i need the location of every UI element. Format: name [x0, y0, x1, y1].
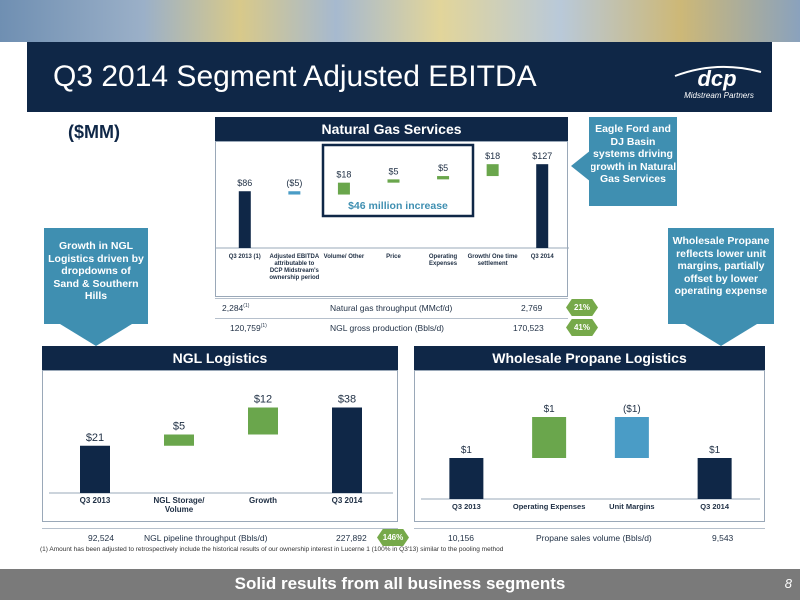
footer-bar: Solid results from all business segments…	[0, 569, 800, 600]
chart-bar	[486, 164, 499, 177]
ngl-production-before: 120,759(1)	[230, 323, 267, 333]
page-title: Q3 2014 Segment Adjusted EBITDA	[53, 60, 537, 93]
dcp-logo: dcp Midstream Partners	[674, 65, 762, 100]
category-label: Volume/ Other	[324, 254, 365, 260]
category-label: Q3 2013	[452, 502, 481, 511]
chart-bar	[536, 164, 549, 248]
ng-throughput-change-badge: 21%	[566, 299, 598, 316]
data-label: $5	[388, 166, 398, 176]
ngl-production-change-badge: 41%	[566, 319, 598, 336]
ngl-throughput-change-badge: 146%	[377, 529, 409, 546]
ngl-production-after: 170,523	[513, 323, 544, 333]
natural-gas-chart-panel: $86 Q3 2013 (1) ($5) Adjusted EBITDA attribu…	[215, 141, 571, 297]
ngl-chart-panel: $21 Q3 2013 $5 NGL Storage/Volume $12 Growth $…	[42, 370, 398, 522]
chart-bar	[449, 458, 484, 499]
logo-text: dcp	[697, 66, 736, 91]
propane-volume-after: 9,543	[712, 533, 734, 543]
chart-bar	[332, 407, 362, 493]
category-label: Growth/ One time settlement	[468, 254, 519, 267]
header-photo-strip	[0, 0, 800, 42]
chart-bar	[697, 458, 732, 499]
eagle-ford-callout-arrow	[571, 150, 591, 182]
chart-bar	[238, 191, 251, 248]
propane-volume-label: Propane sales volume (Bbls/d)	[536, 533, 652, 543]
ngl-chart: $21 Q3 2013 $5 NGL Storage/Volume $12 Growth $…	[49, 394, 393, 514]
logo-subtitle: Midstream Partners	[684, 91, 754, 100]
propane-callout: Wholesale Propane reflects lower unit ma…	[668, 228, 774, 324]
data-label: ($5)	[286, 178, 302, 188]
propane-section-header: Wholesale Propane Logistics	[414, 346, 765, 370]
chart-bar	[387, 179, 400, 183]
eagle-ford-callout: Eagle Ford and DJ Basin systems driving …	[589, 117, 677, 206]
page-number: 8	[784, 576, 792, 591]
propane-volume-before: 10,156	[448, 533, 474, 543]
data-label: $18	[336, 170, 351, 180]
propane-metric-row: 10,156 Propane sales volume (Bbls/d) 9,5…	[414, 528, 765, 546]
natural-gas-section-header: Natural Gas Services	[215, 117, 568, 141]
natural-gas-chart: $86 Q3 2013 (1) ($5) Adjusted EBITDA attribu…	[216, 143, 571, 281]
data-label: $12	[254, 394, 272, 406]
ngl-throughput-after: 227,892	[336, 533, 367, 543]
data-label: $86	[237, 178, 252, 188]
ng-throughput-label: Natural gas throughput (MMcf/d)	[330, 303, 453, 313]
data-label: $1	[709, 445, 721, 456]
footnote: (1) Amount has been adjusted to retrospe…	[40, 546, 504, 553]
category-label: Q3 2013 (1)	[229, 254, 261, 260]
footer-text: Solid results from all business segments	[234, 574, 566, 593]
data-label: $1	[461, 445, 473, 456]
data-label: $5	[173, 421, 185, 433]
ng-metric-row-2: 120,759(1) NGL gross production (Bbls/d)…	[215, 318, 568, 336]
ng-throughput-before: 2,284(1)	[222, 303, 250, 313]
data-label: $1	[544, 404, 556, 415]
ngl-production-label: NGL gross production (Bbls/d)	[330, 323, 445, 333]
ngl-growth-callout: Growth in NGL Logistics driven by dropdo…	[44, 228, 148, 324]
data-label: $18	[485, 151, 500, 161]
chart-bar	[288, 191, 301, 195]
ng-throughput-after: 2,769	[521, 303, 543, 313]
propane-chart: $1 Q3 2013 $1 Operating Expenses ($1) Unit Ma…	[421, 404, 760, 511]
data-label: $38	[338, 394, 356, 406]
category-label: Price	[386, 254, 401, 260]
ngl-growth-callout-arrow	[60, 324, 132, 346]
chart-bar	[337, 182, 350, 195]
category-label: Q3 2014	[332, 496, 363, 505]
ngl-throughput-label: NGL pipeline throughput (Bbls/d)	[144, 533, 268, 543]
title-bar: Q3 2014 Segment Adjusted EBITDA dcp Mids…	[27, 42, 772, 112]
ngl-section-header: NGL Logistics	[42, 346, 398, 370]
category-label: Growth	[249, 496, 277, 505]
category-label: Operating Expenses	[429, 254, 458, 267]
chart-bar	[614, 417, 649, 458]
category-label: Unit Margins	[609, 502, 654, 511]
units-label: ($MM)	[68, 122, 120, 142]
ngl-metric-row: 92,524 NGL pipeline throughput (Bbls/d) …	[42, 528, 398, 546]
category-label: Operating Expenses	[513, 502, 586, 511]
chart-bar	[80, 445, 110, 493]
data-label: $21	[86, 432, 104, 444]
category-label: Q3 2014	[700, 502, 730, 511]
propane-callout-arrow	[685, 324, 757, 346]
data-label: $127	[532, 151, 552, 161]
category-label: Q3 2014	[531, 254, 555, 260]
chart-bar	[532, 417, 567, 458]
ngl-throughput-before: 92,524	[88, 533, 114, 543]
data-label: ($1)	[623, 404, 641, 415]
chart-bar	[164, 434, 194, 446]
category-label: Adjusted EBITDA attributable to DCP Midstr…	[269, 254, 320, 281]
ng-metric-row-1: 2,284(1) Natural gas throughput (MMcf/d)…	[215, 298, 568, 316]
category-label: NGL Storage/Volume	[154, 496, 206, 514]
data-label: $5	[438, 163, 448, 173]
category-label: Q3 2013	[80, 496, 111, 505]
chart-bar	[437, 176, 450, 180]
propane-chart-panel: $1 Q3 2013 $1 Operating Expenses ($1) Unit Ma…	[414, 370, 765, 522]
increase-label: $46 million increase	[348, 200, 448, 212]
chart-bar	[248, 407, 278, 435]
increase-highlight-box	[321, 143, 475, 218]
